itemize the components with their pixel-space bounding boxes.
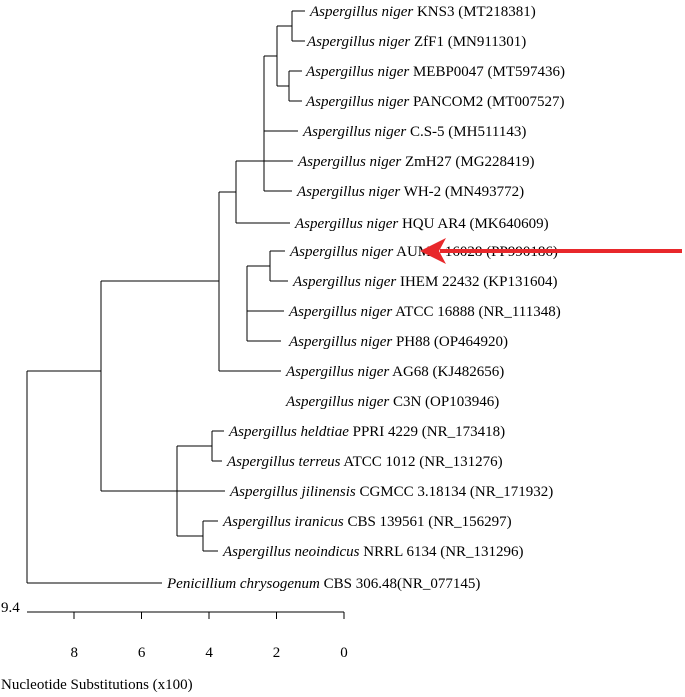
branch: [26, 370, 162, 584]
scale-bar: 8 6 4 2 0 9.4 Nucleotide Substitutions (x100…: [1, 600, 348, 693]
taxon-species-name: Aspergillus niger: [309, 4, 413, 20]
taxon-species-name: Aspergillus neoindicus: [222, 544, 360, 560]
scale-axis-title: Nucleotide Substitutions (x100): [1, 677, 193, 693]
taxon-label: Aspergillus niger WH-2 (MN493772): [296, 184, 524, 200]
taxon-species-name: Aspergillus niger: [285, 364, 389, 380]
taxon-species-name: Aspergillus niger: [292, 274, 396, 290]
taxon-strain-accession: ATCC 1012 (NR_131276): [343, 454, 502, 470]
taxon-strain-accession: PH88 (OP464920): [396, 334, 508, 350]
taxon-label: Aspergillus niger ATCC 16888 (NR_111348): [288, 304, 561, 320]
branch: [211, 430, 224, 462]
arrow-head: [420, 238, 446, 264]
scale-ticks: 8 6 4 2 0: [70, 612, 348, 661]
taxon-label: Aspergillus niger ZmH27 (MG228419): [297, 154, 535, 170]
scale-tick-label: 2: [273, 645, 281, 661]
taxon-strain-accession: AG68 (KJ482656): [392, 364, 504, 380]
taxon-strain-accession: MEBP0047 (MT597436): [413, 64, 565, 80]
branch: [263, 55, 298, 192]
taxon-species-name: Aspergillus niger: [305, 94, 409, 110]
taxon-species-name: Aspergillus niger: [288, 304, 392, 320]
taxon-species-name: Penicillium chrysogenum: [166, 576, 320, 592]
taxon-strain-accession: CBS 306.48(NR_077145): [324, 576, 481, 592]
scale-tick-label: 4: [205, 645, 213, 661]
taxon-label: Aspergillus niger KNS3 (MT218381): [309, 4, 536, 20]
taxon-label: Aspergillus niger C3N (OP103946): [285, 394, 499, 410]
taxon-strain-accession: NRRL 6134 (NR_131296): [363, 544, 523, 560]
branch: [100, 280, 219, 492]
branch: [288, 70, 302, 102]
taxon-label: Aspergillus niger PANCOM2 (MT007527): [305, 94, 565, 110]
branch: [176, 445, 225, 537]
taxon-species-name: Aspergillus iranicus: [222, 514, 344, 530]
taxon-strain-accession: ATCC 16888 (NR_111348): [395, 304, 561, 320]
taxon-species-name: Aspergillus jilinensis: [229, 484, 356, 500]
taxon-species-name: Aspergillus niger: [294, 216, 398, 232]
taxon-label: Aspergillus niger IHEM 22432 (KP131604): [292, 274, 557, 290]
taxon-strain-accession: CGMCC 3.18134 (NR_171932): [359, 484, 553, 500]
taxon-labels: Aspergillus niger KNS3 (MT218381)Aspergi…: [166, 4, 565, 592]
taxon-label: Aspergillus terreus ATCC 1012 (NR_131276…: [226, 454, 503, 470]
taxon-species-name: Aspergillus niger: [306, 34, 410, 50]
taxon-label: Penicillium chrysogenum CBS 306.48(NR_07…: [166, 576, 480, 592]
scale-max-label: 9.4: [1, 600, 20, 616]
highlight-arrow: [420, 238, 682, 264]
taxon-species-name: Aspergillus niger: [302, 124, 406, 140]
branch: [202, 520, 218, 552]
taxon-strain-accession: PANCOM2 (MT007527): [413, 94, 565, 110]
taxon-species-name: Aspergillus terreus: [226, 454, 341, 470]
taxon-strain-accession: ZfF1 (MN911301): [414, 34, 526, 50]
taxon-label: Aspergillus niger MEBP0047 (MT597436): [305, 64, 565, 80]
taxon-strain-accession: ZmH27 (MG228419): [405, 154, 535, 170]
taxon-label: Aspergillus jilinensis CGMCC 3.18134 (NR…: [229, 484, 553, 500]
taxon-label: Aspergillus niger AG68 (KJ482656): [285, 364, 504, 380]
taxon-label: Aspergillus heldtiae PPRI 4229 (NR_17341…: [228, 424, 505, 440]
taxon-label: Aspergillus neoindicus NRRL 6134 (NR_131…: [222, 544, 524, 560]
taxon-label: Aspergillus niger ZfF1 (MN911301): [306, 34, 526, 50]
branch: [291, 10, 305, 42]
taxon-label: Aspergillus iranicus CBS 139561 (NR_1562…: [222, 514, 512, 530]
branch: [276, 25, 292, 87]
taxon-strain-accession: CBS 139561 (NR_156297): [347, 514, 511, 530]
tree-branches: [26, 10, 305, 584]
taxon-label: Aspergillus niger C.S-5 (MH511143): [302, 124, 526, 140]
taxon-species-name: Aspergillus niger: [289, 244, 393, 260]
scale-tick-label: 6: [138, 645, 146, 661]
taxon-strain-accession: PPRI 4229 (NR_173418): [353, 424, 506, 440]
branch: [246, 265, 284, 342]
taxon-strain-accession: C3N (OP103946): [393, 394, 499, 410]
taxon-label: Aspergillus niger PH88 (OP464920): [288, 334, 508, 350]
branch: [235, 160, 290, 224]
taxon-strain-accession: WH-2 (MN493772): [404, 184, 524, 200]
branch: [269, 250, 288, 282]
taxon-species-name: Aspergillus niger: [305, 64, 409, 80]
scale-tick-label: 8: [70, 645, 78, 661]
taxon-species-name: Aspergillus niger: [288, 334, 392, 350]
taxon-strain-accession: HQU AR4 (MK640609): [402, 216, 549, 232]
taxon-strain-accession: KNS3 (MT218381): [417, 4, 536, 20]
taxon-strain-accession: IHEM 22432 (KP131604): [400, 274, 558, 290]
taxon-species-name: Aspergillus heldtiae: [228, 424, 349, 440]
taxon-label: Aspergillus niger HQU AR4 (MK640609): [294, 216, 549, 232]
taxon-species-name: Aspergillus niger: [285, 394, 389, 410]
taxon-species-name: Aspergillus niger: [296, 184, 400, 200]
scale-tick-label: 0: [340, 645, 348, 661]
taxon-strain-accession: C.S-5 (MH511143): [410, 124, 526, 140]
taxon-species-name: Aspergillus niger: [297, 154, 401, 170]
